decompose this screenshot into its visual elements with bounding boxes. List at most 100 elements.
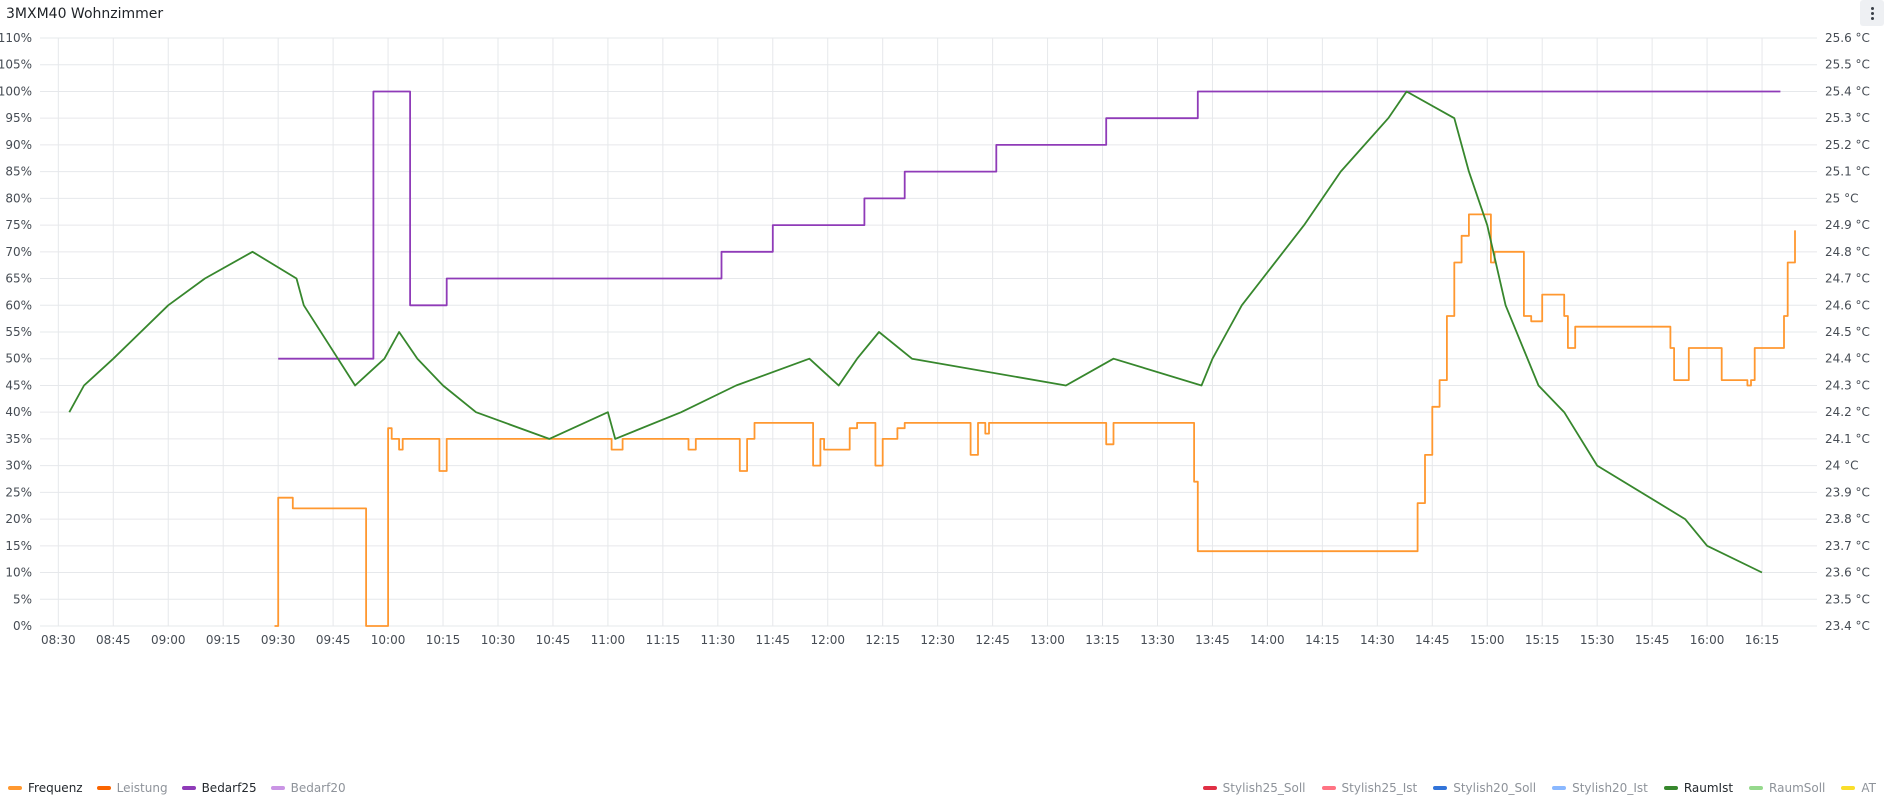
y-right-tick-label: 25.3 °C (1825, 111, 1870, 125)
panel-menu-button[interactable] (1860, 0, 1884, 26)
x-tick-label: 09:45 (316, 633, 351, 647)
legend-item-bedarf25[interactable]: Bedarf25 (181, 781, 257, 795)
x-tick-label: 12:45 (975, 633, 1010, 647)
x-tick-label: 14:00 (1250, 633, 1285, 647)
x-tick-label: 13:45 (1195, 633, 1230, 647)
y-right-tick-label: 23.6 °C (1825, 566, 1870, 580)
legend-item-raumist[interactable]: RaumIst (1663, 781, 1734, 795)
legend-item-stylish25_ist[interactable]: Stylish25_Ist (1321, 781, 1418, 795)
y-right-tick-label: 25.1 °C (1825, 165, 1870, 179)
x-tick-label: 08:45 (96, 633, 131, 647)
y-left-tick-label: 75% (5, 218, 32, 232)
x-tick-label: 11:30 (701, 633, 736, 647)
legend-swatch (1663, 786, 1678, 790)
y-right-tick-label: 24.2 °C (1825, 405, 1870, 419)
x-tick-label: 15:30 (1580, 633, 1615, 647)
x-tick-label: 16:00 (1690, 633, 1725, 647)
y-right-tick-label: 23.5 °C (1825, 592, 1870, 606)
y-right-tick-label: 23.9 °C (1825, 485, 1870, 499)
legend-swatch (1749, 786, 1764, 790)
y-right-tick-label: 23.4 °C (1825, 619, 1870, 633)
y-right-tick-label: 24 °C (1825, 459, 1858, 473)
y-left-tick-label: 45% (5, 378, 32, 392)
x-tick-label: 11:45 (755, 633, 790, 647)
y-left-tick-label: 95% (5, 111, 32, 125)
series-line-bedarf25 (278, 90, 1781, 360)
y-right-tick-label: 24.3 °C (1825, 378, 1870, 392)
y-right-tick-label: 24.9 °C (1825, 218, 1870, 232)
legend-item-raumsoll[interactable]: RaumSoll (1749, 781, 1825, 795)
x-tick-label: 12:30 (920, 633, 955, 647)
x-tick-label: 10:45 (536, 633, 571, 647)
y-right-tick-label: 25 °C (1825, 191, 1858, 205)
legend-left: Frequenz Leistung Bedarf25 Bedarf20 (8, 778, 360, 798)
legend-label: Stylish25_Soll (1222, 781, 1306, 795)
legend-label: RaumIst (1683, 781, 1734, 795)
legend-label: Leistung (116, 781, 168, 795)
legend-swatch (1321, 786, 1336, 790)
x-tick-label: 12:15 (865, 633, 900, 647)
legend-item-stylish25_soll[interactable]: Stylish25_Soll (1202, 781, 1306, 795)
kebab-vertical-icon (1870, 6, 1874, 20)
y-left-tick-label: 5% (13, 592, 32, 606)
x-tick-label: 15:45 (1635, 633, 1670, 647)
legend-right: Stylish25_Soll Stylish25_Ist Stylish20_Sol… (1187, 778, 1876, 798)
x-tick-label: 08:30 (41, 633, 76, 647)
x-tick-label: 10:30 (481, 633, 516, 647)
x-tick-label: 15:00 (1470, 633, 1505, 647)
x-tick-label: 14:45 (1415, 633, 1450, 647)
x-tick-label: 14:30 (1360, 633, 1395, 647)
y-left-tick-label: 0% (13, 619, 32, 633)
x-tick-label: 16:15 (1745, 633, 1780, 647)
y-left-tick-label: 55% (5, 325, 32, 339)
y-left-tick-label: 20% (5, 512, 32, 526)
y-left-tick-label: 25% (5, 485, 32, 499)
y-right-tick-label: 24.8 °C (1825, 245, 1870, 259)
y-left-tick-label: 85% (5, 165, 32, 179)
legend-label: Stylish20_Soll (1453, 781, 1537, 795)
y-left-tick-label: 90% (5, 138, 32, 152)
y-right-tick-label: 25.5 °C (1825, 58, 1870, 72)
y-left-tick-label: 80% (5, 191, 32, 205)
y-right-tick-label: 23.7 °C (1825, 539, 1870, 553)
legend-item-stylish20_soll[interactable]: Stylish20_Soll (1433, 781, 1536, 795)
y-right-tick-label: 24.5 °C (1825, 325, 1870, 339)
legend-swatch (1552, 786, 1567, 790)
x-tick-label: 13:30 (1140, 633, 1175, 647)
legend-label: AT (1861, 781, 1876, 795)
legend-swatch (181, 786, 196, 790)
x-tick-label: 13:00 (1030, 633, 1065, 647)
x-tick-label: 11:00 (591, 633, 626, 647)
x-tick-label: 15:15 (1525, 633, 1560, 647)
y-right-tick-label: 25.4 °C (1825, 84, 1870, 98)
legend-item-leistung[interactable]: Leistung (96, 781, 168, 795)
legend-label: Bedarf20 (290, 781, 346, 795)
y-left-tick-label: 30% (5, 459, 32, 473)
x-tick-label: 13:15 (1085, 633, 1120, 647)
legend-item-bedarf20[interactable]: Bedarf20 (270, 781, 346, 795)
legend-label: RaumSoll (1769, 781, 1826, 795)
series-line-raumist (68, 90, 1763, 574)
legend-swatch (1433, 786, 1448, 790)
y-left-tick-label: 10% (5, 566, 32, 580)
grid (40, 37, 1817, 627)
x-tick-label: 09:00 (151, 633, 186, 647)
y-right-tick-label: 24.6 °C (1825, 298, 1870, 312)
y-left-tick-label: 110% (0, 31, 32, 45)
legend-item-at[interactable]: AT (1841, 781, 1876, 795)
legend-label: Frequenz (28, 781, 83, 795)
legend-item-frequenz[interactable]: Frequenz (8, 781, 83, 795)
legend-label: Stylish25_Ist (1341, 781, 1418, 795)
y-left-tick-label: 70% (5, 245, 32, 259)
x-tick-label: 12:00 (810, 633, 845, 647)
x-tick-label: 09:15 (206, 633, 241, 647)
legend-item-stylish20_ist[interactable]: Stylish20_Ist (1552, 781, 1648, 795)
legend-swatch (1841, 786, 1856, 790)
legend-swatch (8, 786, 22, 790)
y-left-tick-label: 65% (5, 272, 32, 286)
chart-area[interactable]: 0% 5% 10% 15% 20% 25% 30% 35% 40% 45% 50% 55% 60% 65%… (0, 30, 1884, 774)
legend-swatch (96, 786, 111, 790)
legend-label: Bedarf25 (201, 781, 257, 795)
legend-swatch (1202, 786, 1217, 790)
y-left-tick-label: 50% (5, 352, 32, 366)
